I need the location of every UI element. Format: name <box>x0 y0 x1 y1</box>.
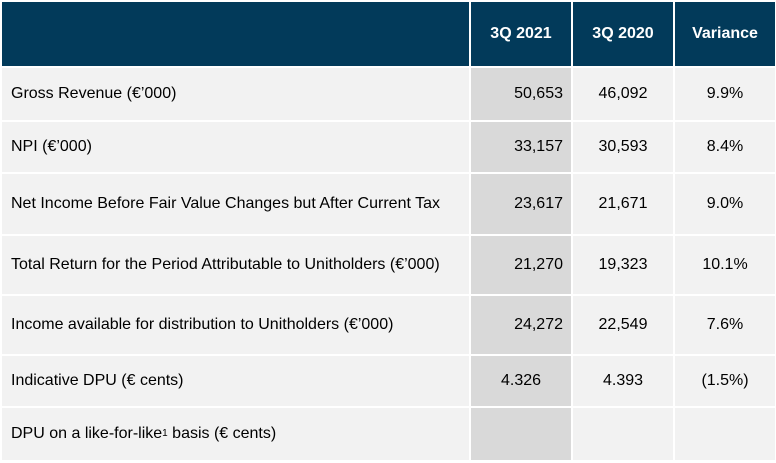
row-label: Total Return for the Period Attributable… <box>2 236 469 294</box>
cell-variance: 8.4% <box>675 122 775 172</box>
row-label: NPI (€’000) <box>2 122 469 172</box>
cell-3q-2021: 23,617 <box>471 174 571 234</box>
cell-3q-2021 <box>471 408 571 460</box>
cell-variance: 9.9% <box>675 68 775 120</box>
cell-3q-2020: 46,092 <box>573 68 673 120</box>
cell-3q-2021: 21,270 <box>471 236 571 294</box>
cell-3q-2021: 24,272 <box>471 296 571 354</box>
cell-3q-2020: 21,671 <box>573 174 673 234</box>
row-label: Gross Revenue (€’000) <box>2 68 469 120</box>
label-text: basis (€ cents) <box>167 425 277 442</box>
cell-variance <box>675 408 775 460</box>
cell-3q-2020: 22,549 <box>573 296 673 354</box>
cell-variance: 7.6% <box>675 296 775 354</box>
cell-3q-2020 <box>573 408 673 460</box>
header-blank <box>2 2 469 66</box>
header-variance: Variance <box>675 2 775 66</box>
row-label: Net Income Before Fair Value Changes but… <box>2 174 469 234</box>
row-label: Income available for distribution to Uni… <box>2 296 469 354</box>
label-text: DPU on a like-for-like <box>11 425 163 442</box>
cell-3q-2021: 33,157 <box>471 122 571 172</box>
row-label: DPU on a like-for-like 1 basis (€ cents) <box>2 408 469 460</box>
cell-variance: (1.5%) <box>675 356 775 406</box>
row-label: Indicative DPU (€ cents) <box>2 356 469 406</box>
cell-variance: 9.0% <box>675 174 775 234</box>
cell-3q-2020: 19,323 <box>573 236 673 294</box>
cell-variance: 10.1% <box>675 236 775 294</box>
header-3q-2021: 3Q 2021 <box>471 2 571 66</box>
cell-3q-2020: 4.393 <box>573 356 673 406</box>
cell-3q-2021: 4.326 <box>471 356 571 406</box>
header-3q-2020: 3Q 2020 <box>573 2 673 66</box>
cell-3q-2020: 30,593 <box>573 122 673 172</box>
footnote-marker: 1 <box>162 428 168 439</box>
cell-3q-2021: 50,653 <box>471 68 571 120</box>
